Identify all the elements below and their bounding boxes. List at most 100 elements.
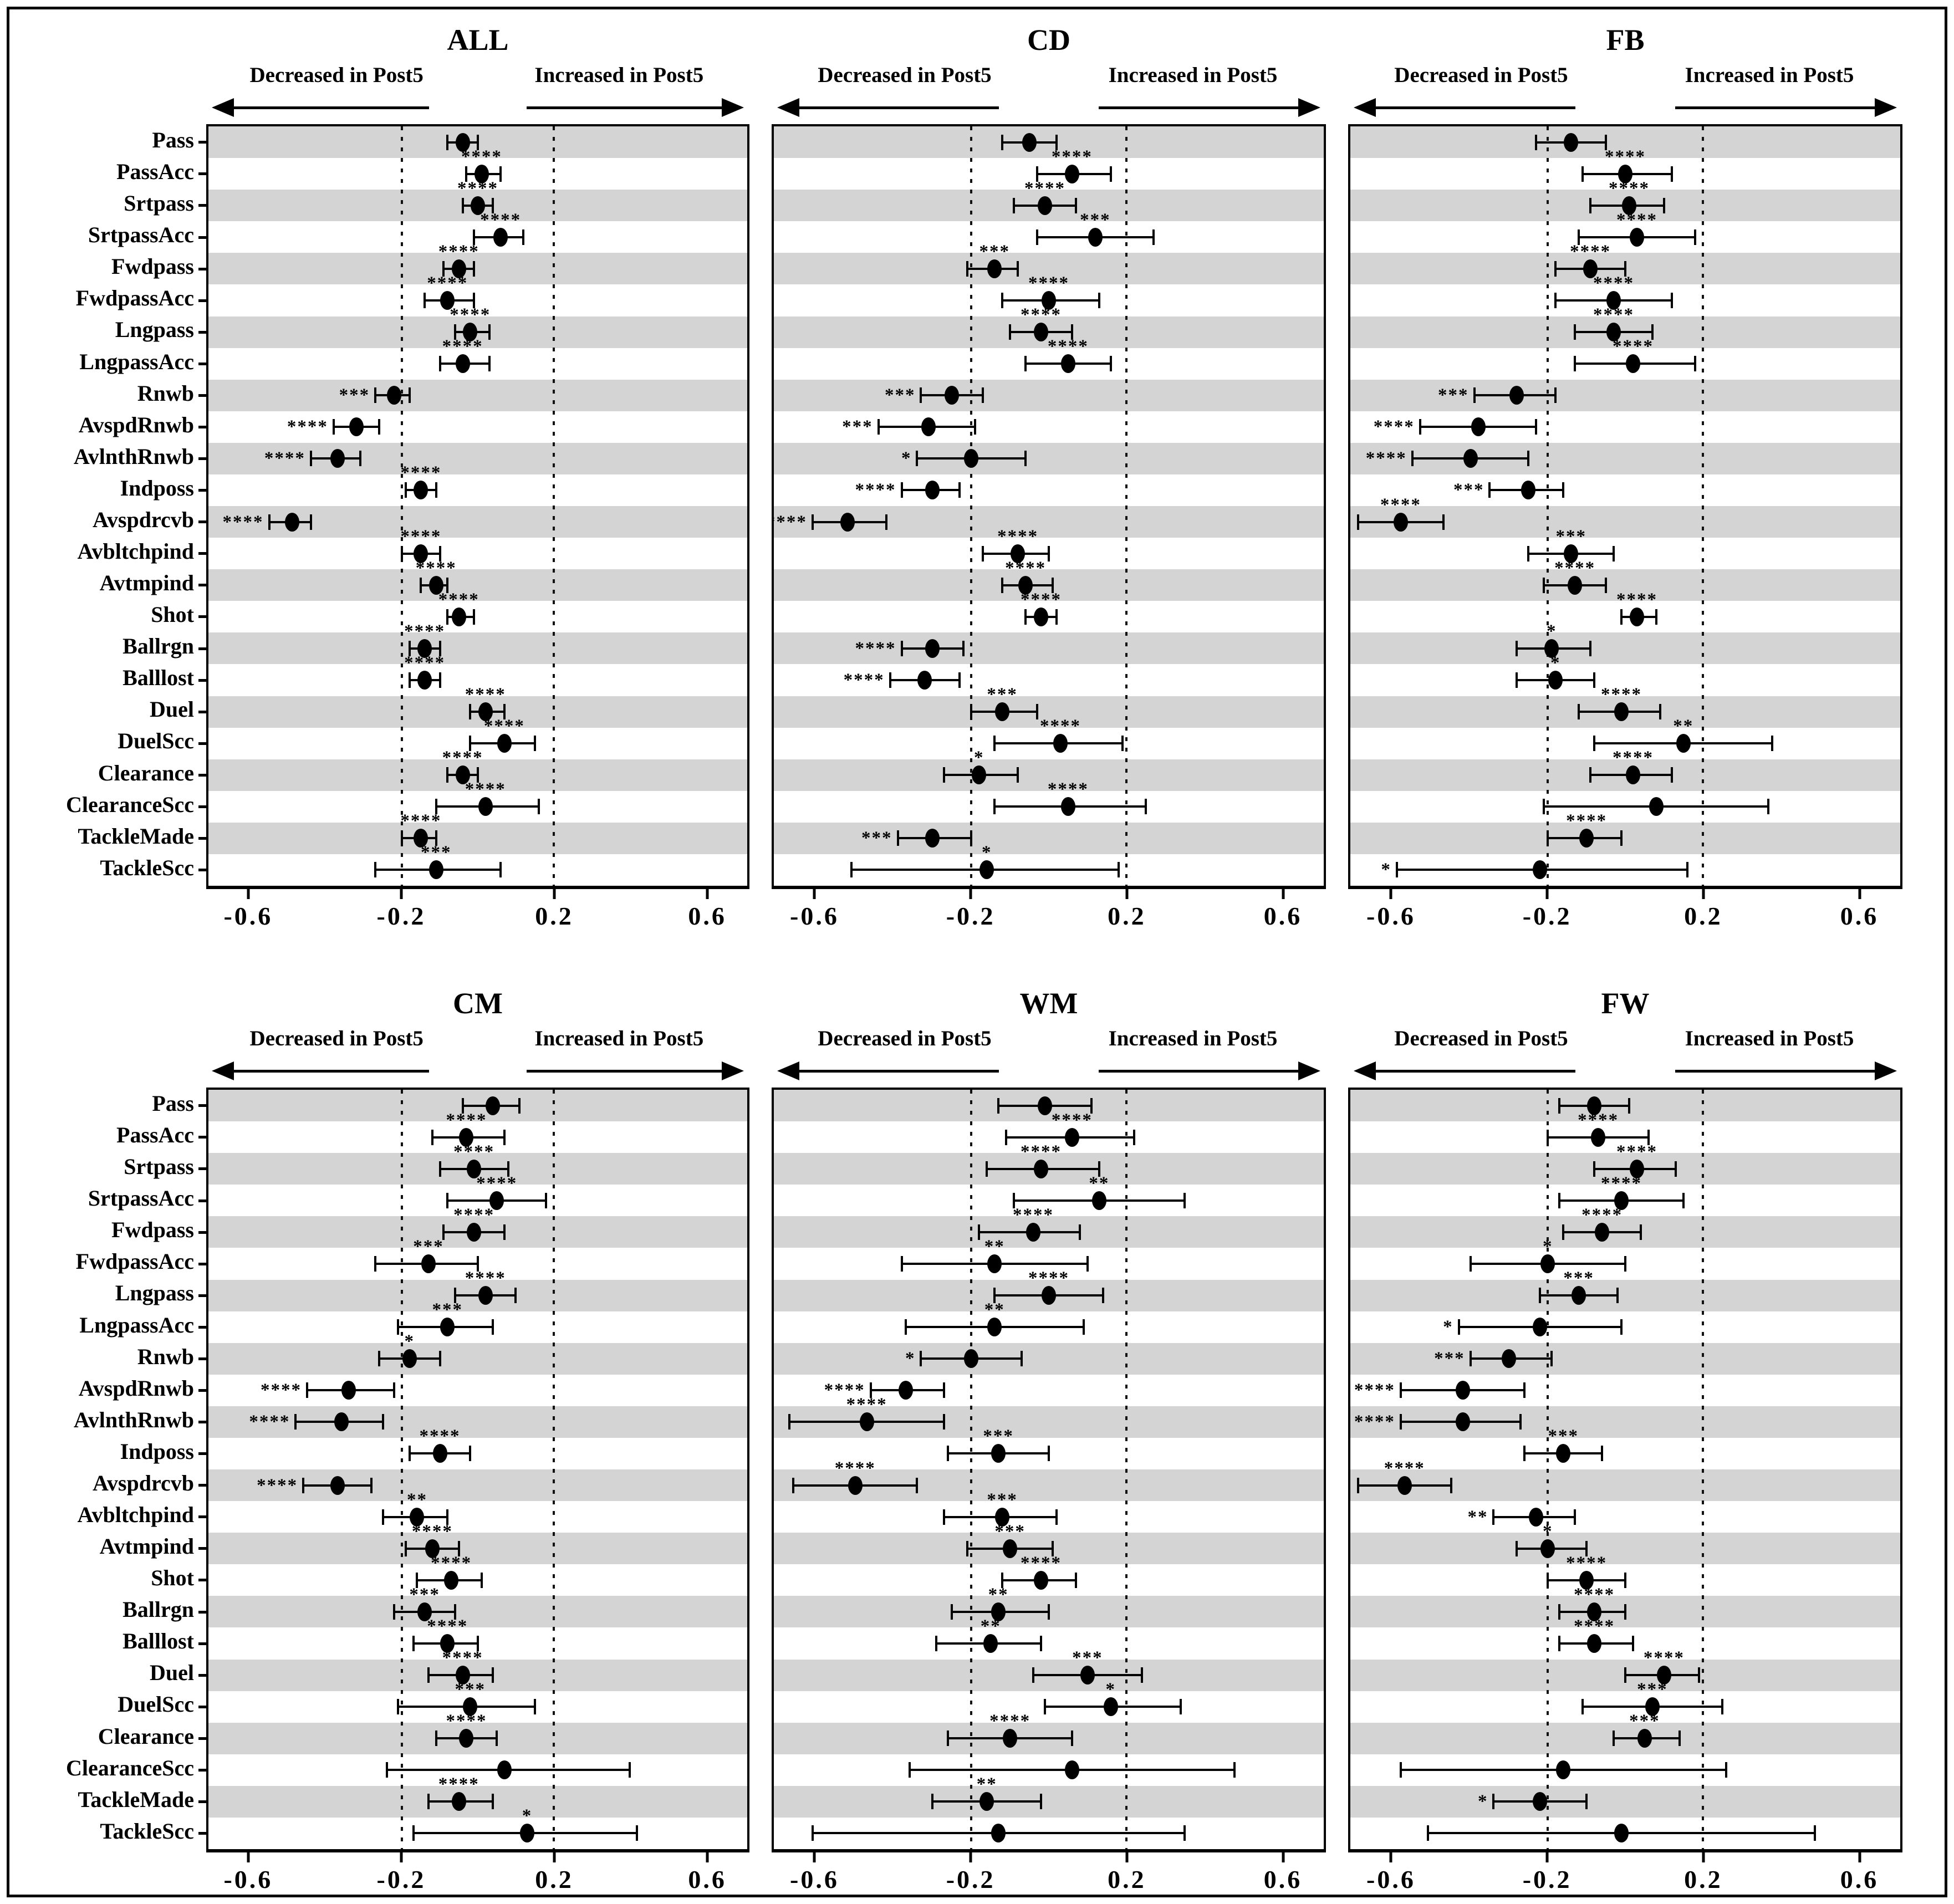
point-estimate xyxy=(995,1507,1010,1527)
ci-cap xyxy=(885,514,887,530)
ci-cap xyxy=(1078,1224,1081,1240)
row-label: Fwdpass xyxy=(29,251,206,282)
ci-cap xyxy=(869,1382,872,1398)
point-estimate xyxy=(1587,1634,1602,1653)
right-arrowhead-icon xyxy=(1298,1061,1320,1080)
significance-stars: **** xyxy=(442,748,483,768)
row-label-text: SrtpassAcc xyxy=(88,1186,194,1211)
ci-cap xyxy=(1554,292,1557,308)
ci-cap xyxy=(1005,1129,1008,1145)
row-label: Avbltchpind xyxy=(29,1499,206,1530)
ci-cap xyxy=(986,1161,988,1177)
ci-cap xyxy=(1233,1762,1236,1778)
ci-cap xyxy=(378,1351,381,1367)
ci-cap xyxy=(1098,292,1100,308)
significance-stars: **** xyxy=(1009,124,1050,135)
point-estimate xyxy=(987,1254,1002,1273)
significance-stars: **** xyxy=(461,146,502,167)
point-estimate xyxy=(455,354,470,374)
right-arrow-shaft xyxy=(527,106,727,109)
point-estimate xyxy=(1064,1760,1079,1780)
ci-cap xyxy=(427,1794,430,1810)
significance-stars: **** xyxy=(442,336,483,357)
ci-cap xyxy=(943,767,946,783)
significance-stars: **** xyxy=(1380,494,1421,515)
ci-cap xyxy=(1558,1635,1561,1651)
significance-stars: **** xyxy=(465,1268,506,1289)
point-estimate xyxy=(1572,1286,1586,1305)
decreased-label: Decreased in Post5 xyxy=(249,1027,424,1050)
point-estimate xyxy=(455,132,470,152)
ci-cap xyxy=(438,640,441,656)
row-label: TackleMade xyxy=(29,820,206,852)
significance-stars: **** xyxy=(1354,1380,1395,1401)
x-axis: -0.6 -0.2 0.2 0.6 xyxy=(1348,1852,1902,1904)
ci-cap xyxy=(1036,229,1039,245)
point-estimate xyxy=(1540,1254,1555,1273)
point-estimate xyxy=(478,797,493,816)
ci-cap xyxy=(1024,451,1027,467)
x-tick-label: -0.6 xyxy=(1366,1865,1416,1893)
y-tick xyxy=(198,1452,206,1456)
row-label: SrtpassAcc xyxy=(29,1182,206,1214)
reference-line xyxy=(1125,126,1127,886)
ci-cap xyxy=(438,672,441,688)
x-tick xyxy=(1858,1852,1861,1862)
reference-line xyxy=(1547,1090,1549,1849)
point-estimate xyxy=(1595,1222,1610,1242)
ci-cap xyxy=(381,1414,384,1430)
increased-label: Increased in Post5 xyxy=(1685,63,1854,87)
significance-stars: **** xyxy=(1005,558,1047,578)
direction-labels: Decreased in Post5 Increased in Post5 xyxy=(772,1025,1326,1056)
ci-cap xyxy=(896,830,899,846)
y-tick xyxy=(198,1705,206,1708)
y-tick xyxy=(198,584,206,587)
y-tick xyxy=(198,1104,206,1107)
significance-stars: *** xyxy=(1080,210,1111,230)
row-label: TackleMade xyxy=(29,1784,206,1815)
significance-stars: **** xyxy=(1021,1553,1062,1573)
ci-cap xyxy=(412,1635,415,1651)
ci-cap xyxy=(1589,767,1592,783)
ci-cap xyxy=(473,609,476,625)
direction-labels: Decreased in Post5 Increased in Post5 xyxy=(772,62,1326,93)
x-axis: -0.6 -0.2 0.2 0.6 xyxy=(206,889,749,954)
x-tick xyxy=(553,889,556,899)
y-tick xyxy=(198,1357,206,1360)
point-estimate xyxy=(1656,1666,1671,1685)
ci-cap xyxy=(412,1825,415,1841)
y-tick xyxy=(198,299,206,302)
reference-line xyxy=(970,126,973,886)
point-estimate xyxy=(1034,1159,1049,1178)
row-label-text: Indposs xyxy=(120,1438,194,1464)
significance-stars: **** xyxy=(446,1711,487,1732)
ci-cap xyxy=(1547,1572,1549,1588)
row-label: Fwdpass xyxy=(29,1214,206,1245)
ci-cap xyxy=(438,356,441,372)
row-label-text: Avbltchpind xyxy=(77,1502,194,1528)
ci-cap xyxy=(947,1446,950,1462)
ci-cap xyxy=(1574,1509,1577,1525)
point-estimate xyxy=(1587,1096,1602,1115)
point-estimate xyxy=(995,702,1010,722)
row-stripe xyxy=(774,632,1324,665)
ci-cap xyxy=(935,1635,938,1651)
point-estimate xyxy=(1606,323,1621,342)
ci-cap xyxy=(1090,1098,1093,1114)
point-estimate xyxy=(1591,1127,1606,1147)
ci-cap xyxy=(1527,451,1530,467)
x-tick xyxy=(1858,889,1861,899)
x-tick xyxy=(706,1852,709,1862)
ci-cap xyxy=(408,640,411,656)
point-estimate xyxy=(1064,164,1079,183)
row-stripe xyxy=(208,1469,747,1502)
y-tick xyxy=(198,837,206,840)
point-estimate xyxy=(1463,449,1478,468)
ci-cap xyxy=(916,1477,919,1493)
row-label-text: Fwdpass xyxy=(111,1217,194,1243)
forest-panel-cd: CD Decreased in Post5 Increased in Post5 **… xyxy=(772,22,1326,954)
ci-cap xyxy=(966,261,969,277)
x-tick-label: -0.6 xyxy=(790,902,839,930)
y-tick xyxy=(198,1768,206,1772)
significance-stars: **** xyxy=(1612,336,1654,357)
